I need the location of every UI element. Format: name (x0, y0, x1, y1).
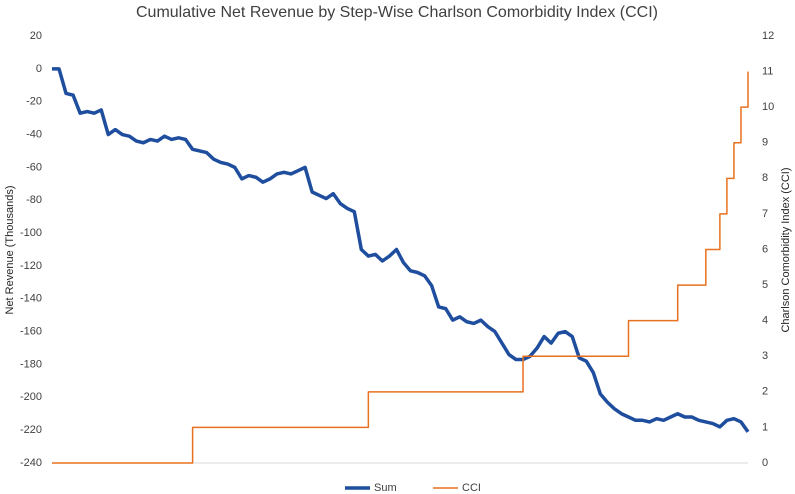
y-tick-label: -60 (26, 161, 42, 173)
y-tick-label: -140 (20, 293, 42, 305)
y-tick-label: -240 (20, 457, 42, 469)
y-tick-label: -180 (20, 358, 42, 370)
y2-tick-label: 5 (762, 279, 768, 291)
y-tick-label: -160 (20, 326, 42, 338)
y-tick-label: 0 (36, 63, 42, 75)
y-tick-label: -20 (26, 96, 42, 108)
y-tick-label: -220 (20, 424, 42, 436)
series-line (52, 67, 750, 433)
y2-tick-label: 9 (762, 137, 768, 149)
y2-tick-label: 8 (762, 172, 768, 184)
y-tick-label: -200 (20, 391, 42, 403)
y2-tick-label: 12 (762, 30, 774, 42)
y2-tick-label: 2 (762, 386, 768, 398)
y-tick-label: -80 (26, 194, 42, 206)
y-tick-label: 20 (30, 30, 42, 42)
y2-tick-label: 11 (762, 65, 773, 77)
legend-label: Sum (374, 482, 397, 494)
series-line (52, 71, 749, 464)
y-axis-title: Net Revenue (Thousands) (4, 185, 16, 314)
y-tick-label: -100 (20, 227, 42, 239)
y2-tick-label: 7 (762, 208, 768, 220)
y2-tick-label: 1 (762, 421, 768, 433)
y2-tick-label: 4 (762, 315, 768, 327)
y2-tick-label: 3 (762, 350, 768, 362)
y-tick-label: -40 (26, 128, 42, 140)
y2-tick-label: 10 (762, 101, 774, 113)
y2-axis-title: Charlson Comorbidity Index (CCI) (780, 167, 792, 332)
y2-tick-label: 0 (762, 457, 768, 469)
chart-title: Cumulative Net Revenue by Step-Wise Char… (136, 4, 658, 21)
legend-label: CCI (462, 482, 481, 494)
y2-tick-label: 6 (762, 243, 768, 255)
y-tick-label: -120 (20, 260, 42, 272)
